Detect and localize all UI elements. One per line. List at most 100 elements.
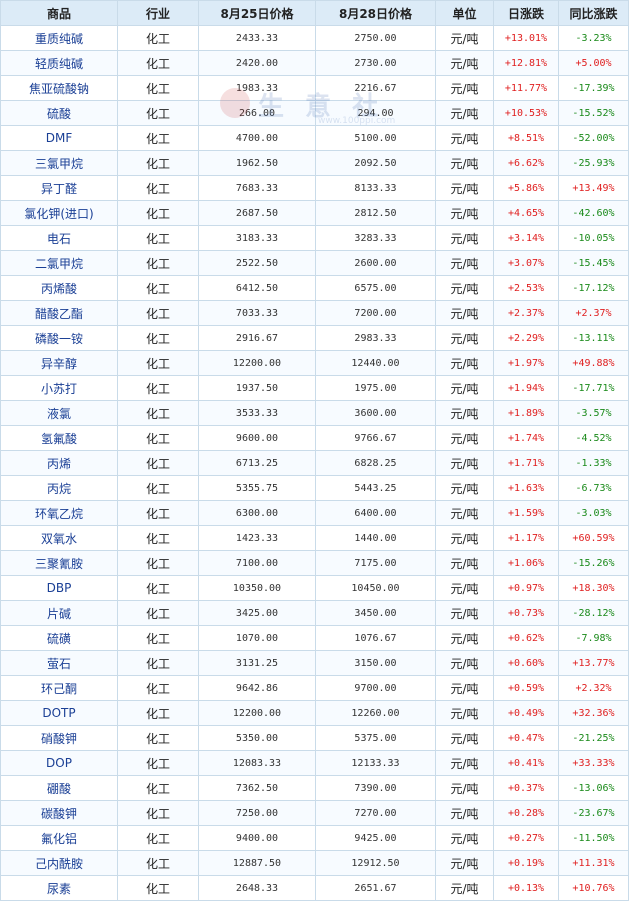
product-name-cell[interactable]: 片碱 (0, 600, 118, 626)
yoy-change-cell: -11.50% (558, 825, 629, 851)
unit-cell: 元/吨 (435, 775, 494, 801)
industry-cell: 化工 (117, 350, 199, 376)
product-name-cell[interactable]: 异辛醇 (0, 350, 118, 376)
product-name-cell[interactable]: 轻质纯碱 (0, 50, 118, 76)
table-row: 焦亚硫酸钠 化工 1983.33 2216.67 元/吨 +11.77% -17.39% (0, 75, 629, 101)
unit-cell: 元/吨 (435, 350, 494, 376)
table-row: 硫磺 化工 1070.00 1076.67 元/吨 +0.62% -7.98% (0, 625, 629, 651)
yoy-change-cell: +10.76% (558, 875, 629, 901)
product-name-cell[interactable]: 电石 (0, 225, 118, 251)
header-yoy-change: 同比涨跌 (558, 0, 629, 26)
industry-cell: 化工 (117, 100, 199, 126)
price-aug25-cell: 6300.00 (198, 500, 316, 526)
product-name-cell[interactable]: 硼酸 (0, 775, 118, 801)
product-name-cell[interactable]: DBP (0, 575, 118, 601)
yoy-change-cell: -13.06% (558, 775, 629, 801)
price-aug25-cell: 1962.50 (198, 150, 316, 176)
table-row: 氯化钾(进口) 化工 2687.50 2812.50 元/吨 +4.65% -42.60% (0, 200, 629, 226)
unit-cell: 元/吨 (435, 375, 494, 401)
industry-cell: 化工 (117, 325, 199, 351)
industry-cell: 化工 (117, 575, 199, 601)
product-name-cell[interactable]: 氟化铝 (0, 825, 118, 851)
yoy-change-cell: -3.57% (558, 400, 629, 426)
daily-change-cell: +0.62% (493, 625, 559, 651)
unit-cell: 元/吨 (435, 600, 494, 626)
industry-cell: 化工 (117, 850, 199, 876)
product-name-cell[interactable]: 二氯甲烷 (0, 250, 118, 276)
daily-change-cell: +12.81% (493, 50, 559, 76)
industry-cell: 化工 (117, 250, 199, 276)
yoy-change-cell: +5.00% (558, 50, 629, 76)
daily-change-cell: +1.74% (493, 425, 559, 451)
product-name-cell[interactable]: DOP (0, 750, 118, 776)
table-row: 硝酸钾 化工 5350.00 5375.00 元/吨 +0.47% -21.25% (0, 725, 629, 751)
unit-cell: 元/吨 (435, 450, 494, 476)
yoy-change-cell: -17.71% (558, 375, 629, 401)
daily-change-cell: +11.77% (493, 75, 559, 101)
product-name-cell[interactable]: 双氧水 (0, 525, 118, 551)
industry-cell: 化工 (117, 75, 199, 101)
product-name-cell[interactable]: 三聚氰胺 (0, 550, 118, 576)
price-aug25-cell: 2433.33 (198, 25, 316, 51)
product-name-cell[interactable]: 碳酸钾 (0, 800, 118, 826)
unit-cell: 元/吨 (435, 250, 494, 276)
product-name-cell[interactable]: 丙烯 (0, 450, 118, 476)
yoy-change-cell: -7.98% (558, 625, 629, 651)
product-name-cell[interactable]: 磷酸一铵 (0, 325, 118, 351)
product-name-cell[interactable]: 丙烷 (0, 475, 118, 501)
product-name-cell[interactable]: 己内酰胺 (0, 850, 118, 876)
product-name-cell[interactable]: 环己酮 (0, 675, 118, 701)
price-aug28-cell: 2730.00 (315, 50, 436, 76)
industry-cell: 化工 (117, 425, 199, 451)
industry-cell: 化工 (117, 750, 199, 776)
daily-change-cell: +1.06% (493, 550, 559, 576)
product-name-cell[interactable]: 氯化钾(进口) (0, 200, 118, 226)
unit-cell: 元/吨 (435, 325, 494, 351)
product-name-cell[interactable]: 硫酸 (0, 100, 118, 126)
industry-cell: 化工 (117, 475, 199, 501)
industry-cell: 化工 (117, 875, 199, 901)
product-name-cell[interactable]: 异丁醛 (0, 175, 118, 201)
product-name-cell[interactable]: 醋酸乙酯 (0, 300, 118, 326)
product-name-cell[interactable]: 丙烯酸 (0, 275, 118, 301)
table-row: 醋酸乙酯 化工 7033.33 7200.00 元/吨 +2.37% +2.37% (0, 300, 629, 326)
product-name-cell[interactable]: DMF (0, 125, 118, 151)
table-row: 异丁醛 化工 7683.33 8133.33 元/吨 +5.86% +13.49% (0, 175, 629, 201)
daily-change-cell: +2.53% (493, 275, 559, 301)
table-row: 萤石 化工 3131.25 3150.00 元/吨 +0.60% +13.77% (0, 650, 629, 676)
unit-cell: 元/吨 (435, 700, 494, 726)
industry-cell: 化工 (117, 525, 199, 551)
table-row: 氢氟酸 化工 9600.00 9766.67 元/吨 +1.74% -4.52% (0, 425, 629, 451)
product-name-cell[interactable]: 重质纯碱 (0, 25, 118, 51)
yoy-change-cell: +2.32% (558, 675, 629, 701)
product-name-cell[interactable]: 焦亚硫酸钠 (0, 75, 118, 101)
daily-change-cell: +0.41% (493, 750, 559, 776)
product-name-cell[interactable]: 尿素 (0, 875, 118, 901)
yoy-change-cell: +2.37% (558, 300, 629, 326)
product-name-cell[interactable]: 液氯 (0, 400, 118, 426)
product-name-cell[interactable]: 硝酸钾 (0, 725, 118, 751)
product-name-cell[interactable]: DOTP (0, 700, 118, 726)
product-name-cell[interactable]: 三氯甲烷 (0, 150, 118, 176)
industry-cell: 化工 (117, 825, 199, 851)
price-aug25-cell: 9400.00 (198, 825, 316, 851)
unit-cell: 元/吨 (435, 400, 494, 426)
price-aug25-cell: 6713.25 (198, 450, 316, 476)
product-name-cell[interactable]: 萤石 (0, 650, 118, 676)
product-name-cell[interactable]: 小苏打 (0, 375, 118, 401)
product-name-cell[interactable]: 氢氟酸 (0, 425, 118, 451)
daily-change-cell: +0.47% (493, 725, 559, 751)
price-aug28-cell: 2216.67 (315, 75, 436, 101)
product-name-cell[interactable]: 环氧乙烷 (0, 500, 118, 526)
daily-change-cell: +10.53% (493, 100, 559, 126)
product-name-cell[interactable]: 硫磺 (0, 625, 118, 651)
daily-change-cell: +2.37% (493, 300, 559, 326)
table-row: DOTP 化工 12200.00 12260.00 元/吨 +0.49% +32.36% (0, 700, 629, 726)
price-aug25-cell: 10350.00 (198, 575, 316, 601)
daily-change-cell: +0.19% (493, 850, 559, 876)
industry-cell: 化工 (117, 150, 199, 176)
header-product: 商品 (0, 0, 118, 26)
industry-cell: 化工 (117, 675, 199, 701)
price-aug28-cell: 12440.00 (315, 350, 436, 376)
